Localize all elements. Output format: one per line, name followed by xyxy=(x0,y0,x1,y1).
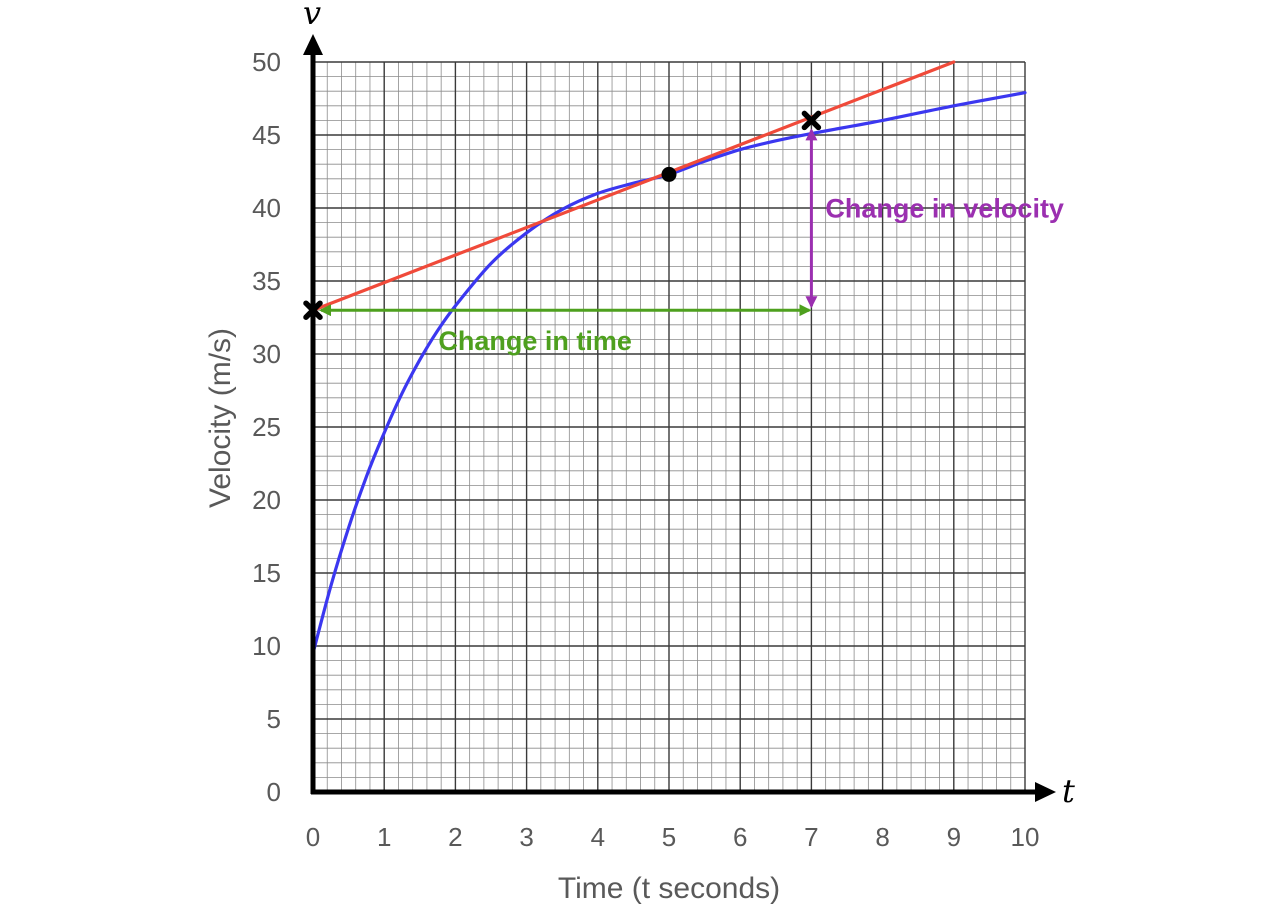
y-tick-label: 40 xyxy=(252,193,281,223)
y-tick-label: 10 xyxy=(252,631,281,661)
x-tick-label: 2 xyxy=(448,822,462,852)
y-axis-title: Velocity (m/s) xyxy=(204,328,237,508)
x-tick-labels: 0 1 2 3 4 5 6 7 8 9 10 xyxy=(306,822,1040,852)
annotation-layer: Change in time Change in velocity xyxy=(319,128,1064,356)
y-tick-label: 35 xyxy=(252,266,281,296)
y-axis-arrowhead xyxy=(303,34,323,55)
y-tick-label: 15 xyxy=(252,558,281,588)
y-tick-labels: 0 5 10 15 20 25 30 35 40 45 50 xyxy=(252,47,281,807)
change-in-time-label: Change in time xyxy=(438,326,632,356)
x-tick-label: 10 xyxy=(1011,822,1040,852)
x-tick-label: 0 xyxy=(306,822,320,852)
tangent-line xyxy=(311,60,956,312)
tangent-point-dot xyxy=(661,166,677,182)
x-tick-label: 3 xyxy=(519,822,533,852)
axes-layer xyxy=(303,34,1056,802)
y-tick-label: 20 xyxy=(252,485,281,515)
y-tick-label: 30 xyxy=(252,339,281,369)
y-tick-label: 50 xyxy=(252,47,281,77)
change-in-velocity-label: Change in velocity xyxy=(825,193,1064,223)
cross-marker xyxy=(801,110,822,131)
y-tick-label: 5 xyxy=(267,704,281,734)
x-axis-variable: t xyxy=(1062,772,1075,810)
x-axis-arrowhead xyxy=(1035,782,1056,802)
x-tick-label: 7 xyxy=(804,822,818,852)
y-axis-variable: v xyxy=(303,0,321,32)
y-tick-label: 45 xyxy=(252,120,281,150)
x-tick-label: 9 xyxy=(947,822,961,852)
y-tick-label: 25 xyxy=(252,412,281,442)
x-axis-title: Time (t seconds) xyxy=(558,872,780,905)
x-tick-label: 6 xyxy=(733,822,747,852)
series-layer xyxy=(311,60,1027,655)
y-tick-label: 0 xyxy=(267,777,281,807)
x-tick-label: 8 xyxy=(875,822,889,852)
x-tick-label: 4 xyxy=(591,822,605,852)
x-tick-label: 1 xyxy=(377,822,391,852)
x-tick-label: 5 xyxy=(662,822,676,852)
